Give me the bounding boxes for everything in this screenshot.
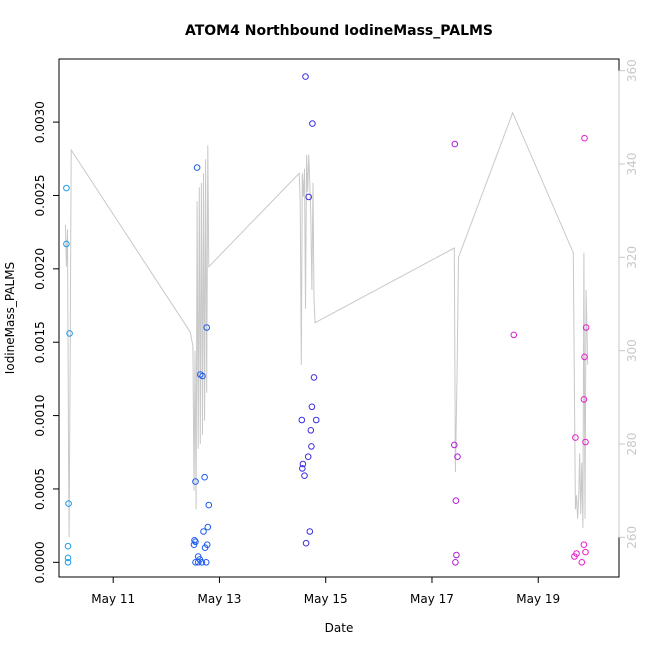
data-point: [64, 554, 72, 562]
data-point: [192, 478, 199, 485]
data-point: [301, 472, 308, 480]
data-point: [200, 528, 207, 535]
data-point: [63, 240, 70, 248]
data-point: [452, 559, 459, 566]
data-point: [452, 497, 460, 505]
data-point: [299, 460, 307, 468]
y-tick-label: 0.0010: [33, 395, 47, 437]
data-point: [298, 416, 306, 424]
data-point: [307, 427, 315, 434]
data-point: [66, 330, 73, 337]
y-axis-label: IodineMass_PALMS: [3, 262, 17, 374]
data-point: [299, 465, 306, 472]
altitude-line-layer: [64, 111, 589, 538]
y2-axis: 260 280 300 320 340 360: [618, 59, 639, 549]
data-point: [306, 528, 314, 535]
data-point: [191, 537, 198, 544]
data-point: [308, 403, 316, 411]
y-tick-label: 0.0000: [33, 541, 47, 583]
plot-frame: [58, 58, 620, 578]
data-point: [203, 324, 210, 331]
data-point: [65, 500, 72, 507]
data-point: [582, 438, 589, 446]
data-point: [64, 559, 72, 566]
x-tick-label: May 17: [410, 592, 454, 606]
data-point: [202, 559, 210, 566]
data-point: [571, 553, 578, 560]
data-point: [309, 120, 316, 127]
data-point: [308, 443, 315, 450]
data-point: [302, 73, 309, 80]
data-point: [198, 559, 206, 566]
scatter-points-layer: [63, 73, 590, 566]
y-tick-label: 0.0025: [33, 174, 47, 216]
data-point: [453, 551, 460, 559]
altitude-line: [64, 111, 589, 538]
data-point: [580, 541, 588, 549]
data-point: [199, 372, 206, 380]
data-point: [304, 453, 312, 461]
y2-tick-label: 320: [625, 246, 639, 269]
data-point: [201, 473, 208, 481]
y-tick-label: 0.0030: [33, 101, 47, 143]
x-tick-label: May 15: [304, 592, 348, 606]
data-point: [312, 416, 320, 424]
y2-tick-label: 260: [625, 526, 639, 549]
data-point: [510, 331, 518, 339]
x-tick-label: May 13: [198, 592, 242, 606]
data-point: [578, 559, 586, 566]
y-tick-label: 0.0020: [33, 248, 47, 290]
data-point: [451, 441, 458, 449]
y-tick-label: 0.0005: [33, 468, 47, 510]
x-axis: May 11 May 13 May 15 May 17 May 19: [91, 576, 560, 606]
data-point: [454, 453, 461, 461]
data-point: [190, 541, 198, 549]
data-point: [310, 374, 318, 381]
data-point: [63, 184, 70, 192]
x-axis-label: Date: [325, 621, 354, 635]
data-point: [581, 353, 588, 361]
y-axis: 0.0000 0.0005 0.0010 0.0015 0.0020 0.0025 0.00…: [33, 101, 60, 583]
y2-tick-label: 360: [625, 59, 639, 82]
data-point: [451, 140, 459, 148]
x-tick-label: May 19: [516, 592, 560, 606]
x-tick-label: May 11: [91, 592, 135, 606]
data-point: [204, 523, 212, 531]
data-point: [193, 164, 201, 171]
data-point: [64, 542, 72, 550]
data-point: [582, 324, 590, 331]
y2-tick-label: 280: [625, 433, 639, 456]
chart-title: ATOM4 Northbound IodineMass_PALMS: [185, 23, 493, 39]
data-point: [572, 434, 579, 441]
y-tick-label: 0.0015: [33, 321, 47, 363]
data-point: [194, 559, 202, 566]
data-point: [205, 501, 213, 509]
data-point: [581, 134, 588, 142]
data-point: [192, 559, 199, 566]
data-point: [580, 396, 588, 403]
data-point: [582, 548, 589, 556]
data-point: [201, 544, 209, 552]
y2-tick-label: 300: [625, 339, 639, 362]
data-point: [305, 193, 313, 201]
y2-tick-label: 340: [625, 153, 639, 176]
data-point: [302, 539, 310, 547]
